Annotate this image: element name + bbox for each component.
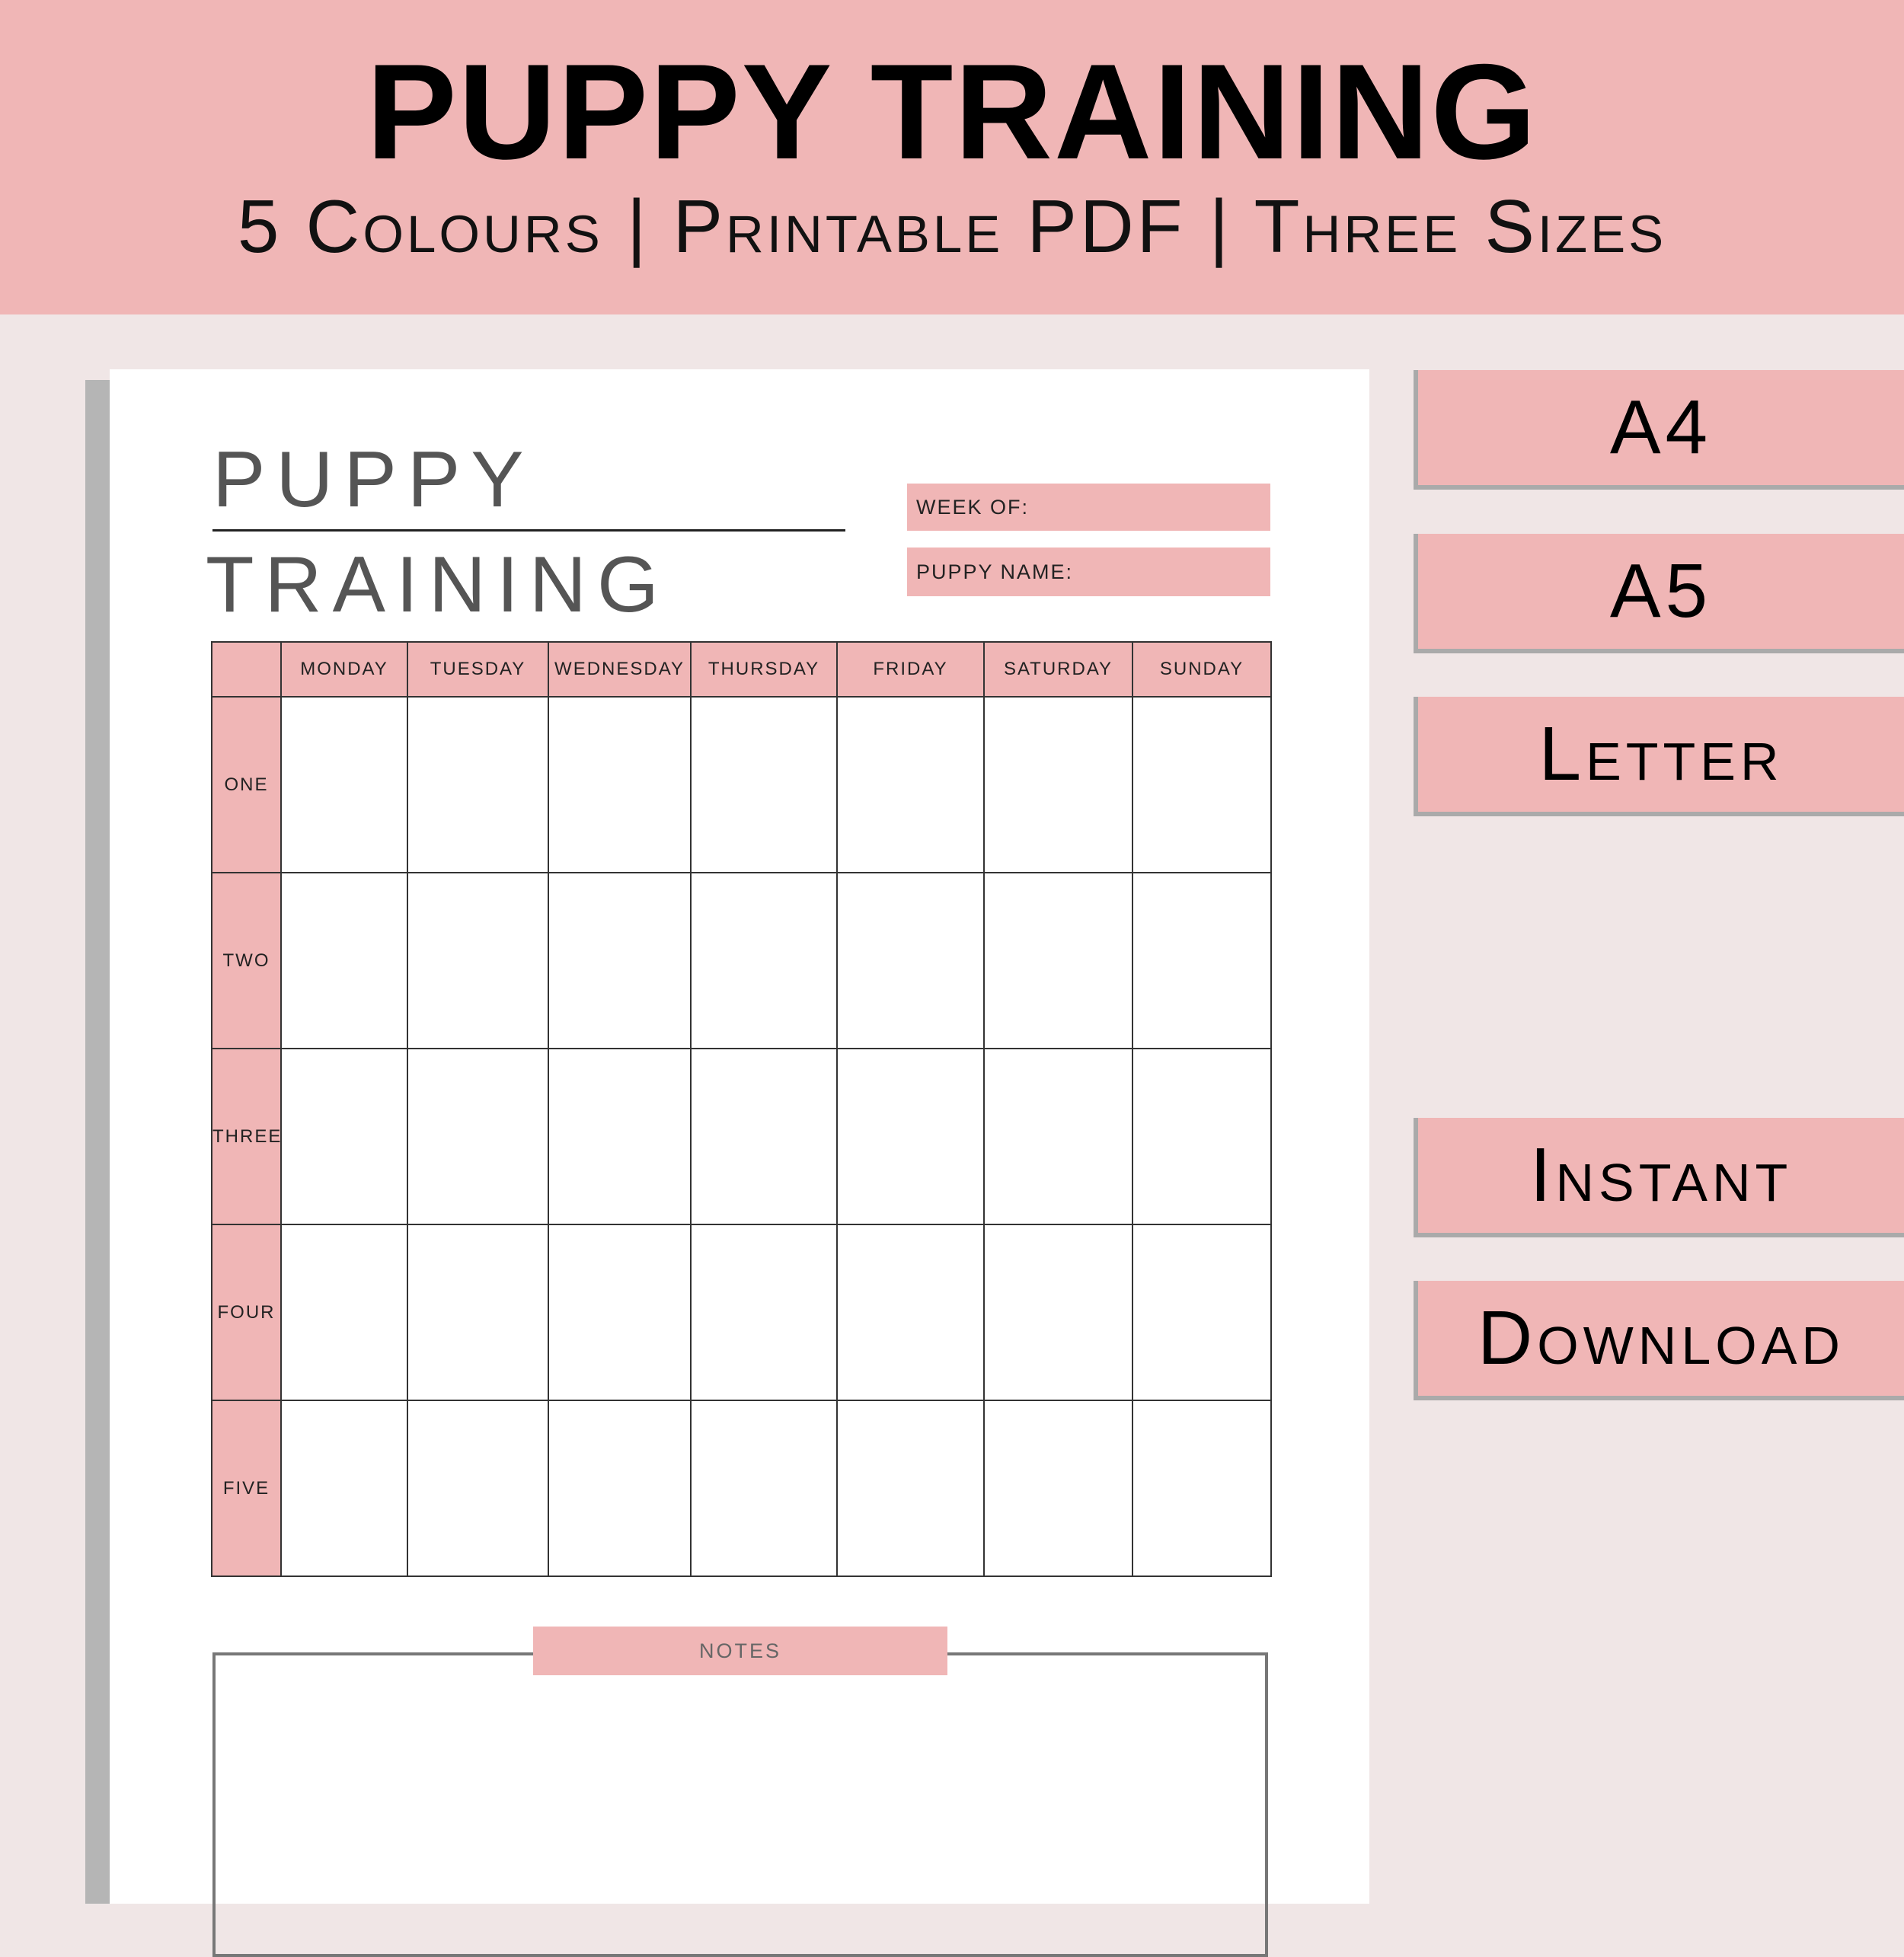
grid-cell — [983, 872, 1133, 1049]
grid-cell — [280, 1224, 408, 1401]
corner-cell — [211, 641, 282, 698]
notes-box — [212, 1652, 1268, 1957]
day-header-wednesday: WEDNESDAY — [548, 641, 692, 698]
button-label: A4 — [1418, 370, 1904, 485]
page-subtitle: 5 Colours | Printable PDF | Three Sizes — [237, 184, 1667, 268]
day-header-monday: MONDAY — [280, 641, 408, 698]
grid-cell — [407, 696, 549, 873]
table-row: THREE — [211, 1048, 1272, 1225]
row-label-three: THREE — [211, 1048, 282, 1225]
grid-cell — [1132, 1400, 1272, 1577]
page-title: PUPPY TRAINING — [366, 36, 1538, 187]
grid-cell — [1132, 872, 1272, 1049]
grid-cell — [983, 696, 1133, 873]
row-label-four: FOUR — [211, 1224, 282, 1401]
grid-cell — [690, 1048, 838, 1225]
button-label: Letter — [1418, 697, 1904, 812]
puppy-name-label: PUPPY NAME: — [916, 560, 1074, 583]
grid-cell — [407, 1224, 549, 1401]
notes-label: NOTES — [533, 1627, 947, 1675]
grid-cell — [407, 1048, 549, 1225]
row-label-one: ONE — [211, 696, 282, 873]
day-header-sunday: SUNDAY — [1132, 641, 1272, 698]
day-header-tuesday: TUESDAY — [407, 641, 549, 698]
grid-cell — [690, 1224, 838, 1401]
grid-cell — [280, 1048, 408, 1225]
grid-cell — [548, 1224, 692, 1401]
grid-cell — [690, 872, 838, 1049]
grid-cell — [407, 872, 549, 1049]
grid-cell — [690, 696, 838, 873]
table-row: FOUR — [211, 1224, 1272, 1401]
size-letter-button[interactable]: Letter — [1414, 697, 1904, 816]
day-header-saturday: SATURDAY — [983, 641, 1133, 698]
grid-cell — [836, 1224, 985, 1401]
grid-cell — [548, 1048, 692, 1225]
week-of-label: WEEK OF: — [916, 495, 1030, 519]
grid-cell — [548, 872, 692, 1049]
row-label-five: FIVE — [211, 1400, 282, 1577]
planner-title-line2: TRAINING — [206, 541, 669, 629]
grid-cell — [407, 1400, 549, 1577]
grid-cell — [1132, 1224, 1272, 1401]
grid-cell — [548, 696, 692, 873]
header-banner — [0, 0, 1904, 314]
table-header-row: MONDAY TUESDAY WEDNESDAY THURSDAY FRIDAY SATU… — [211, 641, 1272, 698]
instant-button[interactable]: Instant — [1414, 1118, 1904, 1237]
grid-cell — [1132, 696, 1272, 873]
puppy-name-field: PUPPY NAME: — [907, 548, 1270, 596]
table-row: ONE — [211, 696, 1272, 873]
grid-cell — [280, 872, 408, 1049]
size-a4-button[interactable]: A4 — [1414, 370, 1904, 490]
table-row: TWO — [211, 872, 1272, 1049]
size-a5-button[interactable]: A5 — [1414, 534, 1904, 653]
grid-cell — [836, 696, 985, 873]
grid-cell — [280, 696, 408, 873]
table-row: FIVE — [211, 1400, 1272, 1577]
row-label-two: TWO — [211, 872, 282, 1049]
title-divider — [212, 529, 845, 532]
day-header-thursday: THURSDAY — [690, 641, 838, 698]
day-header-friday: FRIDAY — [836, 641, 985, 698]
planner-title-line1: PUPPY — [212, 436, 535, 524]
button-label: Instant — [1418, 1118, 1904, 1233]
grid-cell — [690, 1400, 838, 1577]
button-label: Download — [1418, 1281, 1904, 1396]
grid-cell — [836, 1048, 985, 1225]
download-button[interactable]: Download — [1414, 1281, 1904, 1400]
grid-cell — [836, 872, 985, 1049]
training-grid: MONDAY TUESDAY WEDNESDAY THURSDAY FRIDAY SATU… — [211, 641, 1272, 1577]
grid-cell — [1132, 1048, 1272, 1225]
button-label: A5 — [1418, 534, 1904, 649]
grid-cell — [836, 1400, 985, 1577]
week-of-field: WEEK OF: — [907, 484, 1270, 531]
grid-cell — [983, 1048, 1133, 1225]
grid-cell — [983, 1224, 1133, 1401]
grid-cell — [548, 1400, 692, 1577]
grid-cell — [983, 1400, 1133, 1577]
grid-cell — [280, 1400, 408, 1577]
